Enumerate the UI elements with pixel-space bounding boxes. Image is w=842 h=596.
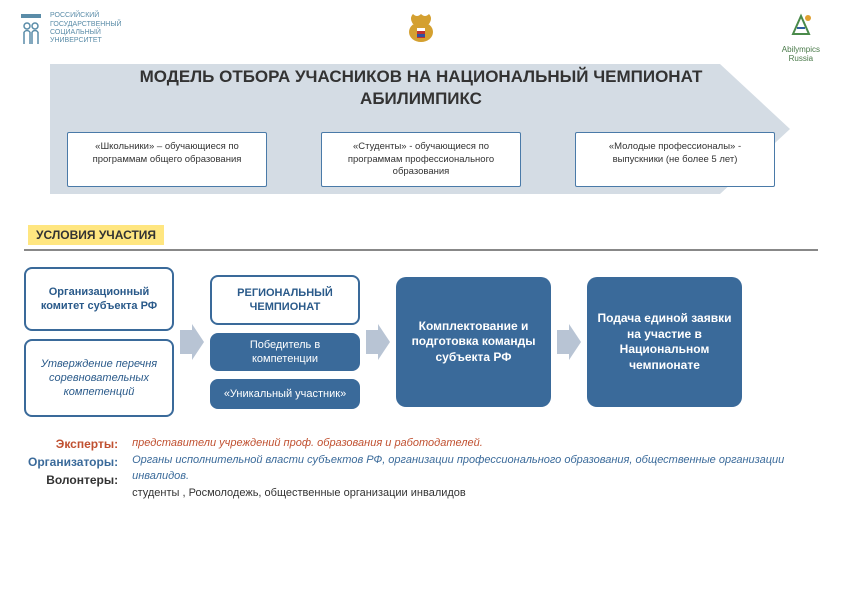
box-approval: Утверждение перечня соревновательных ком… — [24, 339, 174, 417]
category-students: «Студенты» - обучающиеся по программам п… — [321, 132, 521, 187]
abilympics-text: Abilympics Russia — [782, 45, 820, 63]
arrow-icon — [180, 324, 204, 360]
rgsu-text: РОССИЙСКИЙ ГОСУДАРСТВЕННЫЙ СОЦИАЛЬНЫЙ УН… — [50, 12, 122, 46]
flow-diagram: Организационный комитет субъекта РФ Утве… — [0, 251, 842, 417]
footer: Эксперты: Организаторы: Волонтеры: предс… — [0, 417, 842, 501]
label-experts: Эксперты: — [28, 435, 118, 453]
flow-col-1: Организационный комитет субъекта РФ Утве… — [24, 267, 174, 417]
footer-labels: Эксперты: Организаторы: Волонтеры: — [28, 435, 118, 501]
label-volunteers: Волонтеры: — [28, 471, 118, 489]
box-unique: «Уникальный участник» — [210, 379, 360, 409]
box-application: Подача единой заявки на участие в Национ… — [587, 277, 742, 407]
emblem-icon — [403, 10, 439, 50]
header: РОССИЙСКИЙ ГОСУДАРСТВЕННЫЙ СОЦИАЛЬНЫЙ УН… — [0, 0, 842, 60]
desc-experts: представители учреждений проф. образован… — [132, 435, 814, 452]
title-area: МОДЕЛЬ ОТБОРА УЧАСНИКОВ НА НАЦИОНАЛЬНЫЙ … — [0, 64, 842, 187]
category-row: «Школьники» – обучающиеся по программам … — [0, 110, 842, 187]
box-winner: Победитель в компетенции — [210, 333, 360, 371]
box-team-prep: Комплектование и подготовка команды субъ… — [396, 277, 551, 407]
arrow-icon — [557, 324, 581, 360]
footer-desc: представители учреждений проф. образован… — [132, 435, 814, 501]
category-schoolchildren: «Школьники» – обучающиеся по программам … — [67, 132, 267, 187]
abilympics-icon — [788, 12, 814, 38]
arrow-icon — [366, 324, 390, 360]
category-young-pros: «Молодые профессионалы» - выпускники (не… — [575, 132, 775, 187]
label-organizers: Организаторы: — [28, 453, 118, 471]
section-label: УСЛОВИЯ УЧАСТИЯ — [28, 225, 164, 245]
desc-organizers: Органы исполнительной власти субъектов Р… — [132, 452, 814, 485]
main-title: МОДЕЛЬ ОТБОРА УЧАСНИКОВ НА НАЦИОНАЛЬНЫЙ … — [0, 64, 842, 110]
logo-rgsu: РОССИЙСКИЙ ГОСУДАРСТВЕННЫЙ СОЦИАЛЬНЫЙ УН… — [18, 12, 122, 46]
rgsu-icon — [18, 12, 44, 46]
logo-abilympics: Abilympics Russia — [782, 12, 820, 63]
flow-col-2: РЕГИОНАЛЬНЫЙ ЧЕМПИОНАТ Победитель в комп… — [210, 275, 360, 409]
desc-volunteers: студенты , Росмолодежь, общественные орг… — [132, 485, 814, 502]
box-org-committee: Организационный комитет субъекта РФ — [24, 267, 174, 331]
box-regional: РЕГИОНАЛЬНЫЙ ЧЕМПИОНАТ — [210, 275, 360, 325]
